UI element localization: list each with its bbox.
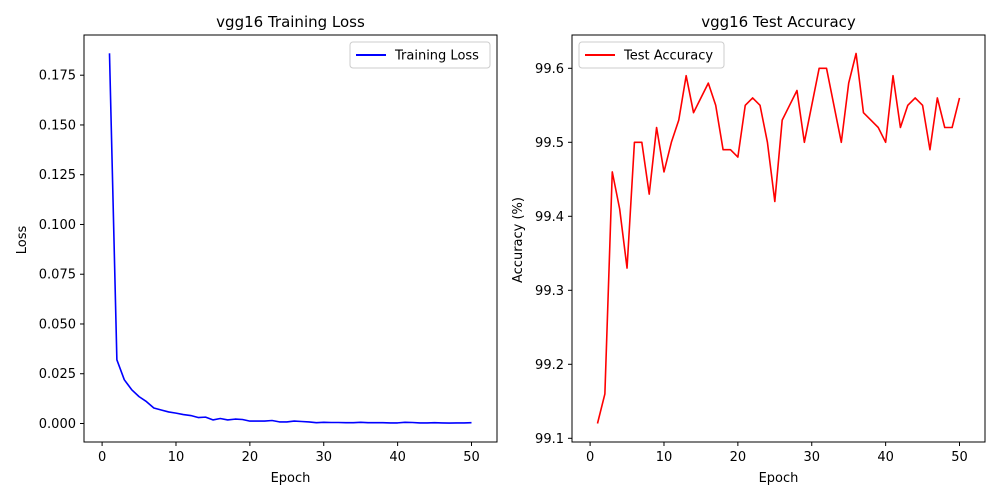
training-loss-x-tick-label: 40 (389, 450, 406, 465)
test-accuracy-x-tick-label: 0 (586, 450, 594, 465)
training-loss-y-tick-label: 0.175 (39, 69, 76, 84)
test-accuracy-legend-box (578, 41, 725, 69)
test-accuracy-title: vgg16 Test Accuracy (701, 13, 856, 31)
test-accuracy-y-tick-label: 99.6 (535, 62, 564, 77)
training-loss-legend-label: Training Loss (394, 49, 479, 64)
training-loss-plot-area: 0 10 20 30 40 50 0.000 0.025 0.050 0.075 0.100 0.12… (39, 34, 498, 465)
training-loss-y-tick-label: 0.075 (39, 268, 76, 283)
training-loss-y-tick-label: 0.050 (39, 317, 76, 332)
training-loss-x-tick-label: 10 (168, 450, 185, 465)
test-accuracy-legend: Test Accuracy (578, 41, 725, 69)
training-loss-y-tick-label: 0.000 (39, 417, 76, 432)
test-accuracy-legend-label: Test Accuracy (623, 49, 713, 64)
test-accuracy-x-tick-label: 50 (951, 450, 968, 465)
test-accuracy-series-line (596, 52, 961, 424)
test-accuracy-x-tick-label: 10 (656, 450, 673, 465)
test-accuracy-y-tick-label: 99.2 (535, 358, 564, 373)
test-accuracy-y-tick-label: 99.3 (535, 284, 564, 299)
test-accuracy-plot-area: 0 10 20 30 40 50 99.1 99.2 99.3 99.4 99.5 99.6 (535, 34, 986, 465)
test-accuracy-panel: vgg16 Test Accuracy 0 10 20 30 40 50 99.1 99.2 9… (511, 13, 986, 486)
test-accuracy-x-tick-label: 20 (730, 450, 747, 465)
test-accuracy-axes-frame (571, 34, 986, 443)
training-loss-x-tick-label: 30 (315, 450, 332, 465)
test-accuracy-ylabel: Accuracy (%) (511, 197, 526, 283)
training-loss-ylabel: Loss (15, 226, 30, 255)
training-loss-xlabel: Epoch (271, 471, 311, 486)
test-accuracy-y-tick-label: 99.5 (535, 136, 564, 151)
training-loss-x-tick-label: 20 (242, 450, 259, 465)
training-loss-axes-frame (83, 34, 498, 443)
training-loss-legend-box (349, 41, 491, 69)
training-loss-legend: Training Loss (349, 41, 491, 69)
test-accuracy-y-tick-label: 99.4 (535, 210, 564, 225)
training-loss-series-line (108, 53, 472, 424)
training-loss-x-tick-label: 0 (98, 450, 106, 465)
training-loss-y-tick-label: 0.100 (39, 218, 76, 233)
test-accuracy-y-tick-label: 99.1 (535, 432, 564, 447)
training-loss-x-tick-label: 50 (463, 450, 480, 465)
test-accuracy-x-tick-label: 40 (877, 450, 894, 465)
training-loss-y-tick-label: 0.150 (39, 118, 76, 133)
training-loss-y-tick-label: 0.025 (39, 367, 76, 382)
test-accuracy-x-tick-label: 30 (803, 450, 820, 465)
test-accuracy-xlabel: Epoch (759, 471, 799, 486)
training-loss-title: vgg16 Training Loss (216, 13, 365, 31)
training-loss-panel: vgg16 Training Loss 0 10 20 30 40 50 0.000 0.02… (15, 13, 498, 486)
training-loss-y-tick-label: 0.125 (39, 168, 76, 183)
